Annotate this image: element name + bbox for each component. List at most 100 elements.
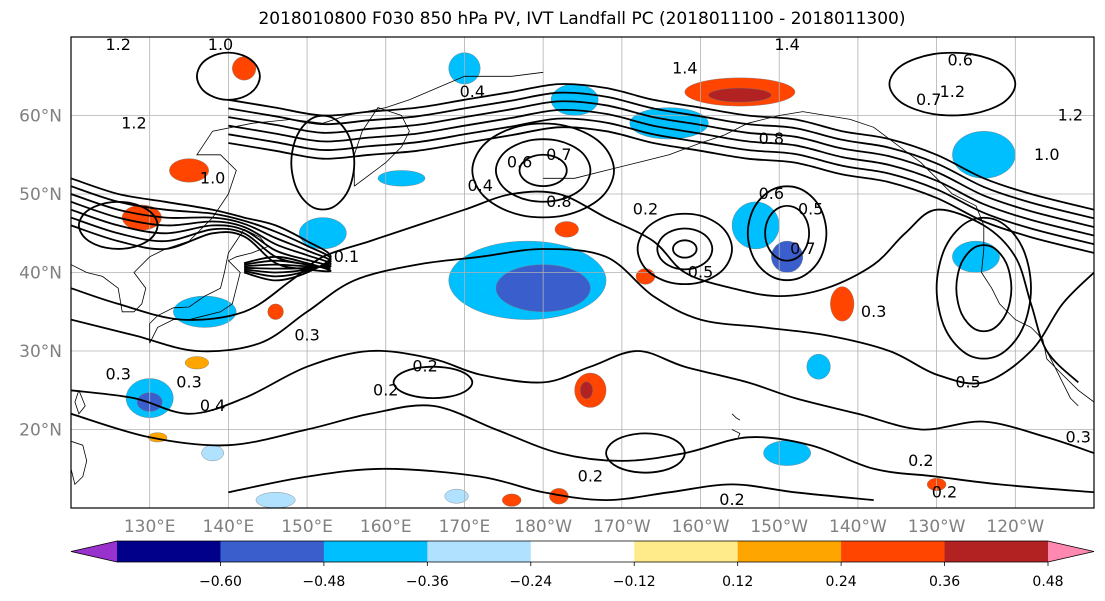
ivt-contour-line [228, 108, 1094, 237]
coastline [71, 71, 544, 313]
colorbar-tick-label: 0.12 [722, 574, 753, 590]
ivt-contour-line [71, 193, 332, 274]
pv-anomaly-region [952, 130, 1016, 179]
coastline [543, 111, 977, 207]
lat-tick-label: 50°N [19, 185, 62, 205]
lon-tick-label: 170°W [593, 517, 651, 537]
contour-label: 0.3 [1066, 427, 1091, 446]
colorbar-tick-label: −0.36 [406, 574, 449, 590]
ivt-contour-line [71, 190, 1079, 384]
contour-label: 0.7 [916, 90, 941, 109]
ivt-contour-line [518, 153, 568, 187]
ivt-contour-line [228, 117, 1094, 246]
lon-tick-label: 180°W [514, 517, 572, 537]
contour-label: 0.3 [861, 302, 886, 321]
colorbar-tick-label: −0.48 [302, 574, 345, 590]
contour-label: 0.2 [578, 467, 603, 486]
ivt-contour-line [71, 185, 332, 278]
contour-label: 0.6 [947, 51, 972, 70]
ivt-contour-line [888, 51, 1017, 117]
contour-label: 0.2 [719, 490, 744, 509]
contour-label: 0.5 [688, 263, 713, 282]
colorbar-swatch [530, 541, 635, 562]
ivt-contour-line [228, 91, 1094, 220]
map-frame [70, 36, 1095, 509]
ivt-contour-line [955, 244, 1013, 333]
ivt-contour-line [605, 432, 686, 474]
contour-label: 1.0 [208, 35, 233, 54]
colorbar-swatch [737, 541, 842, 562]
coastline [71, 440, 88, 486]
lat-tick-label: 40°N [19, 264, 62, 284]
coastline [731, 413, 741, 421]
colorbar-tick-label: −0.24 [509, 574, 552, 590]
ivt-contour-line [71, 404, 1094, 494]
contour-label: 0.7 [546, 145, 571, 164]
ivt-contour-line [636, 212, 733, 286]
ivt-contour-line [77, 201, 159, 250]
ivt-contour-line [935, 216, 1032, 360]
ivt-contour-line [656, 227, 714, 271]
colorbar-tick-label: 0.48 [1032, 574, 1063, 590]
contour-label: 0.4 [200, 396, 225, 415]
lat-tick-label: 30°N [19, 342, 62, 362]
pv-anomaly-region [708, 87, 772, 103]
ivt-contour-line [392, 365, 474, 399]
colorbar [70, 540, 1095, 563]
ivt-contour-line [71, 177, 332, 282]
contour-label: 0.6 [507, 153, 532, 172]
contour-label: 0.2 [633, 200, 658, 219]
contour-label: 0.3 [294, 325, 319, 344]
contour-label: 0.2 [932, 482, 957, 501]
lon-tick-label: 140°E [203, 517, 255, 537]
colorbar-swatch [634, 541, 739, 562]
colorbar-swatch [841, 541, 946, 562]
contour-label: 0.5 [798, 200, 823, 219]
contour-label: 0.8 [546, 192, 571, 211]
pv-anomaly-region [267, 303, 284, 320]
coastlines [71, 71, 1094, 486]
ivt-contour-line [71, 224, 332, 273]
lon-tick-label: 160°E [360, 517, 412, 537]
lat-tick-label: 20°N [19, 421, 62, 441]
colorbar-tick-label: −0.12 [613, 574, 656, 590]
coastline [74, 390, 86, 415]
lon-tick-label: 150°W [750, 517, 808, 537]
ivt-contour-line [764, 205, 811, 262]
pv-anomaly-region [806, 353, 831, 380]
ivt-contour-line [195, 51, 261, 101]
pv-anomaly-region [554, 221, 579, 238]
contour-label: 1.2 [105, 35, 130, 54]
ivt-contour-line [471, 122, 615, 219]
ivt-contour-line [746, 185, 828, 282]
coastline [353, 107, 410, 187]
colorbar-swatch [323, 541, 428, 562]
colorbar-outline [70, 540, 1095, 563]
lon-tick-label: 170°E [439, 517, 491, 537]
ivt-contour-line [71, 216, 331, 270]
ivt-contour-line [71, 248, 1094, 385]
colorbar-swatch [117, 541, 221, 562]
pv-anomaly-region [299, 217, 347, 250]
contour-label: 0.2 [412, 357, 437, 376]
contour-label: 0.8 [759, 129, 784, 148]
lat-tick-labels: 20°N 30°N 40°N 50°N 60°N [19, 107, 62, 441]
lon-tick-label: 130°W [908, 517, 966, 537]
ivt-contour-line [71, 349, 1094, 454]
pv-anomaly-region [731, 201, 780, 250]
pv-anomaly-region [255, 492, 296, 508]
contour-label: 1.2 [121, 113, 146, 132]
colorbar-tick-label: 0.36 [929, 574, 960, 590]
colorbar-extend-low [71, 541, 117, 562]
coastline [975, 205, 1094, 403]
colorbar-swatch [944, 541, 1049, 562]
ivt-contour-line [494, 138, 592, 203]
colorbar-swatch [220, 541, 325, 562]
colorbar-swatch [427, 541, 532, 562]
lon-tick-label: 140°W [829, 517, 887, 537]
ivt-contour-line [228, 467, 874, 502]
ivt-contour-line [228, 126, 1094, 254]
contour-label: 0.3 [105, 365, 130, 384]
pv-anomaly-region [579, 381, 593, 400]
